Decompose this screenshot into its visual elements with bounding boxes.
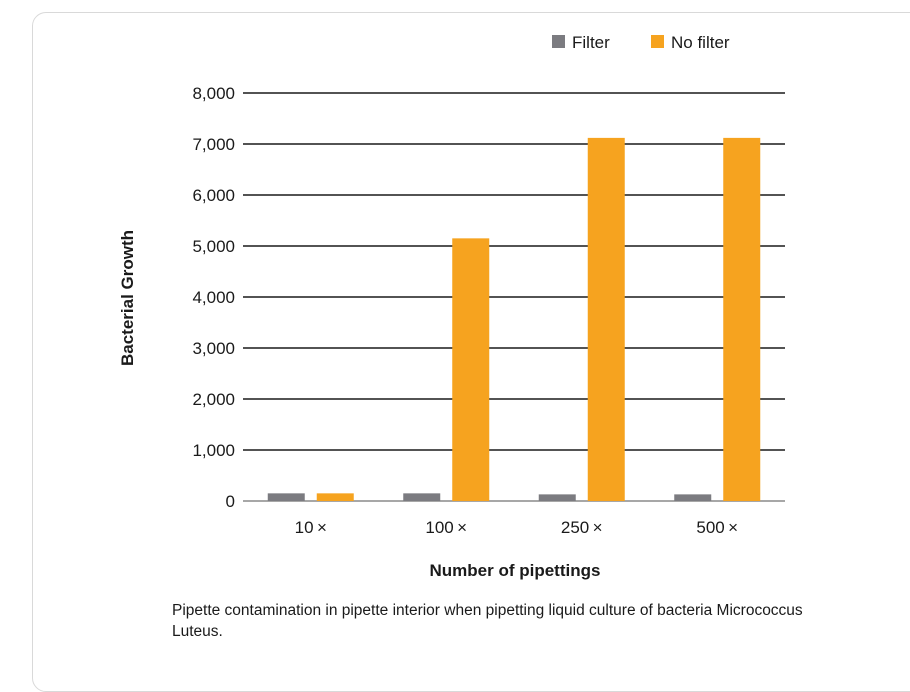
bar-filter — [267, 493, 305, 501]
bar-filter — [538, 494, 576, 501]
bar-no-filter — [587, 137, 625, 501]
bars — [267, 137, 761, 501]
bar-filter — [403, 493, 441, 501]
figure-caption: Pipette contamination in pipette interio… — [172, 602, 803, 640]
x-tick-label: 500 × — [696, 518, 738, 537]
legend-swatch — [552, 35, 565, 48]
legend-swatch — [651, 35, 664, 48]
x-tick-label: 100 × — [425, 518, 467, 537]
y-tick-label: 4,000 — [192, 288, 235, 307]
x-tick-labels: 10 × 100 × 250 × 500 × — [295, 518, 738, 537]
y-tick-label: 1,000 — [192, 441, 235, 460]
bar-no-filter — [316, 493, 354, 501]
y-tick-label: 8,000 — [192, 84, 235, 103]
y-tick-label: 0 — [226, 492, 235, 511]
bar-no-filter — [452, 238, 490, 501]
x-tick-label: 250 × — [561, 518, 603, 537]
bar-chart: 0 1,000 2,000 3,000 4,000 5,000 6,000 7,000 8,00… — [118, 33, 785, 580]
bar-no-filter — [723, 137, 761, 501]
y-tick-label: 3,000 — [192, 339, 235, 358]
x-axis-label: Number of pipettings — [430, 561, 601, 580]
y-tick-labels: 0 1,000 2,000 3,000 4,000 5,000 6,000 7,000 8,00… — [192, 84, 235, 511]
x-tick-label: 10 × — [295, 518, 327, 537]
y-tick-label: 6,000 — [192, 186, 235, 205]
gridlines — [243, 92, 785, 502]
legend-label: Filter — [572, 33, 610, 52]
y-tick-label: 2,000 — [192, 390, 235, 409]
y-axis-label: Bacterial Growth — [118, 230, 137, 366]
y-tick-label: 7,000 — [192, 135, 235, 154]
bar-filter — [674, 494, 712, 501]
legend-label: No filter — [671, 33, 730, 52]
y-tick-label: 5,000 — [192, 237, 235, 256]
legend: Filter No filter — [552, 33, 730, 52]
